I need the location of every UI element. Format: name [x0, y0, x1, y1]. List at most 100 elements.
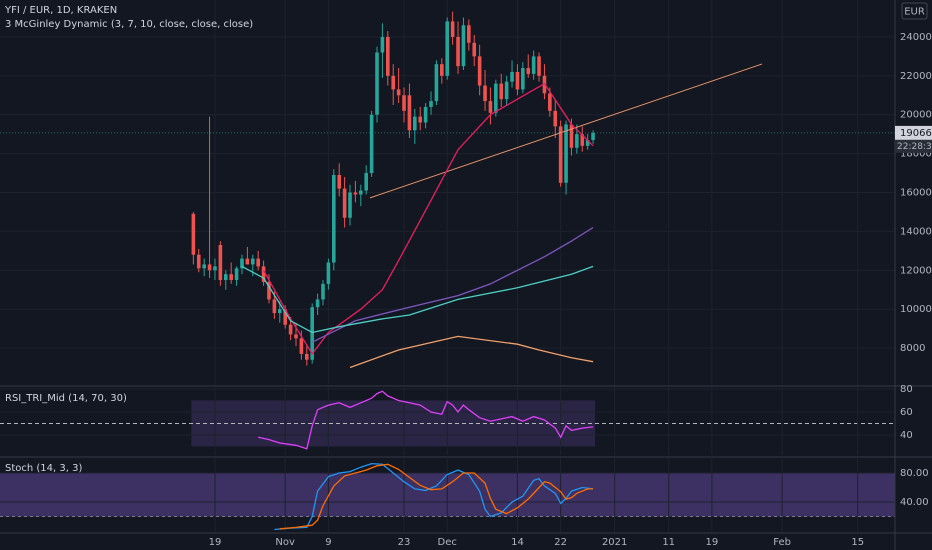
candle-body: [375, 52, 379, 115]
indicator-line: [274, 462, 594, 531]
candle-body: [477, 56, 482, 86]
candle-body: [261, 266, 266, 282]
candle-body: [299, 338, 304, 354]
candle-body: [396, 89, 401, 96]
x-tick-label: 14: [511, 537, 524, 548]
countdown-box: [895, 139, 932, 153]
candle-body: [321, 283, 325, 300]
candle-body: [250, 258, 255, 265]
candle-body: [304, 353, 309, 360]
indicator-title: 3 McGinley Dynamic (3, 7, 10, close, clo…: [5, 19, 253, 30]
candle-body: [229, 274, 233, 280]
y-tick-label: 12000: [900, 265, 932, 276]
candle-body: [240, 258, 244, 269]
candle-body: [326, 262, 331, 284]
stoch-title: Stoch (14, 3, 3): [5, 463, 82, 474]
y-tick-label: 8000: [900, 343, 925, 354]
candle-body: [569, 124, 574, 148]
candle-body: [407, 95, 412, 131]
x-tick-label: 15: [851, 537, 864, 548]
candle-body: [494, 83, 498, 113]
y-tick-label: 80: [900, 384, 913, 395]
candle-body: [202, 264, 206, 269]
candle-body: [196, 254, 201, 269]
indicator-line: [263, 82, 594, 356]
candle-body: [591, 132, 595, 140]
trendline: [369, 63, 763, 199]
candle-body: [364, 173, 369, 191]
candle-body: [580, 134, 585, 146]
last-price-label: 19066: [900, 128, 932, 139]
y-tick-label: 10000: [900, 304, 932, 315]
y-tick-label: 40: [900, 430, 913, 441]
candle-body: [499, 83, 504, 100]
x-tick-label: 2021: [602, 537, 627, 548]
candle-body: [402, 95, 406, 111]
candle-body: [294, 334, 298, 339]
y-tick-label: 24000: [900, 32, 932, 43]
symbol-title: YFI / EUR, 1D, KRAKEN: [4, 5, 117, 16]
candle-body: [488, 101, 493, 113]
x-tick-label: 9: [325, 537, 331, 548]
indicator-line: [311, 226, 594, 343]
y-tick-label: 20000: [900, 110, 932, 121]
x-tick-label: Dec: [438, 537, 457, 548]
indicator-line: [258, 390, 594, 450]
candle-body: [423, 106, 428, 123]
candle-body: [575, 134, 579, 148]
candle-body: [391, 75, 396, 90]
y-tick-label: 22000: [900, 71, 932, 82]
indicator-line: [349, 335, 594, 369]
candle-body: [234, 268, 239, 280]
rsi-title: RSI_TRI_Mid (14, 70, 30): [5, 393, 127, 404]
candle-body: [450, 21, 455, 37]
candle-body: [342, 188, 347, 218]
candle-body: [504, 81, 509, 100]
x-tick-label: 22: [554, 537, 567, 548]
candle-body: [418, 116, 423, 123]
currency-label[interactable]: EUR: [904, 7, 925, 18]
currency-button[interactable]: [901, 2, 928, 20]
candle-body: [218, 245, 223, 280]
candle-body: [510, 71, 514, 82]
candle-body: [191, 213, 196, 255]
candle-body: [386, 36, 390, 76]
candle-body: [440, 64, 444, 76]
y-tick-label: 16000: [900, 188, 932, 199]
candle-body: [467, 25, 471, 43]
y-tick-label: 18000: [900, 149, 932, 160]
candle-body: [245, 258, 250, 265]
candle-body: [515, 71, 520, 90]
candle-body: [256, 258, 260, 267]
candle-body: [413, 116, 417, 131]
candle-body: [310, 307, 314, 360]
x-tick-label: 19: [209, 537, 222, 548]
x-tick-label: 23: [398, 537, 411, 548]
candle-body: [472, 42, 477, 57]
candle-body: [564, 124, 568, 183]
candle-body: [585, 140, 590, 146]
candle-body: [456, 36, 460, 67]
countdown-label: 22:28:39: [897, 142, 932, 152]
candle-body: [531, 56, 536, 74]
candle-body: [558, 126, 563, 183]
x-tick-label: Nov: [275, 537, 295, 548]
candle-body: [332, 175, 336, 263]
candle-body: [445, 21, 450, 76]
candle-body: [483, 85, 487, 102]
y-tick-label: 80.00: [900, 468, 929, 479]
candle-body: [337, 175, 342, 189]
candle-body: [359, 190, 363, 195]
last-price-box: [895, 125, 932, 140]
indicator-line: [241, 265, 594, 334]
candle-body: [526, 68, 531, 74]
candle-body: [353, 192, 358, 195]
y-tick-label: 40.00: [900, 497, 929, 508]
candle-body: [283, 309, 287, 325]
candle-body: [267, 281, 271, 300]
candle-body: [548, 93, 552, 111]
x-tick-label: 19: [706, 537, 719, 548]
